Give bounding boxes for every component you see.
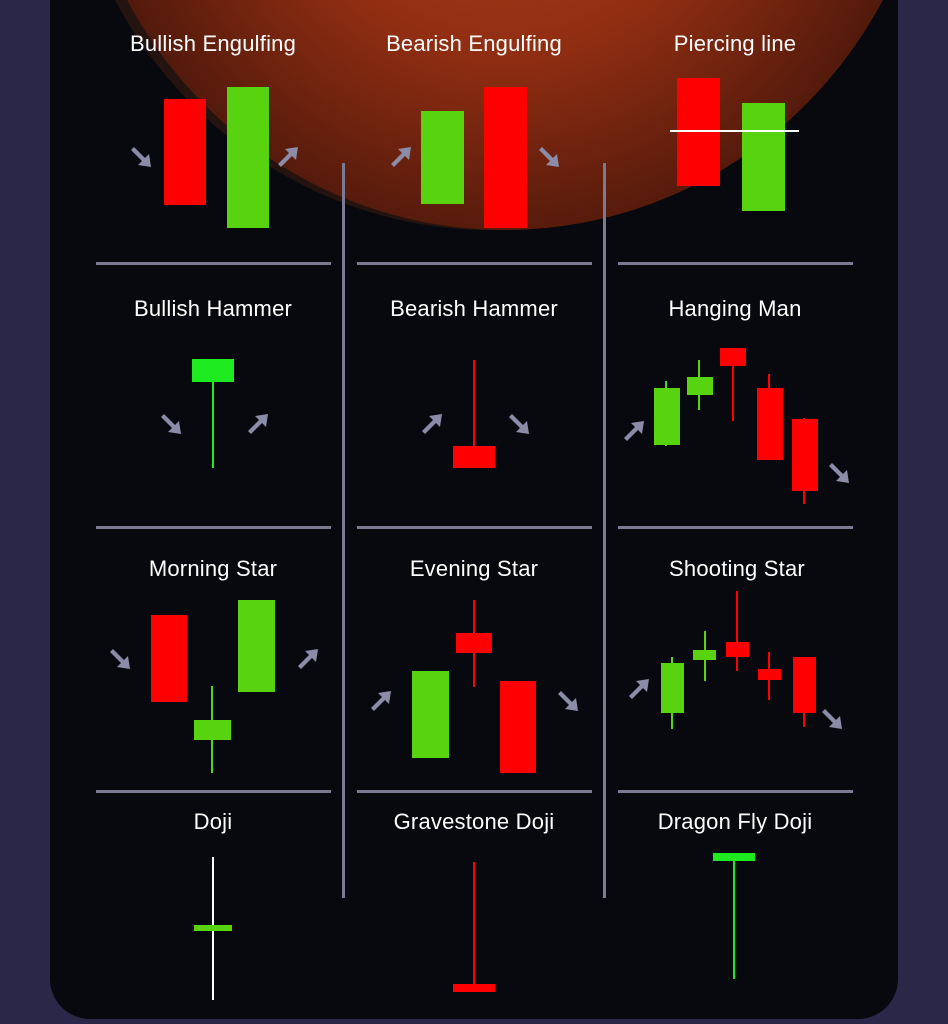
diagram-shooting-star [629,591,842,729]
divider-row1-col2 [357,262,592,265]
candle-bull [654,388,680,445]
diagram-hanging-man [624,348,849,504]
title-bullish-hammer: Bullish Hammer [133,296,293,321]
candle-bear [500,681,536,773]
candle-bear [757,388,783,460]
candle-bull [693,650,716,660]
arrow-up-icon [248,414,268,434]
divider-row3-col3 [618,790,853,793]
divider-row2-col1 [96,526,331,529]
candle-bull [412,671,449,758]
title-bearish-engulfing: Bearish Engulfing [386,31,562,56]
arrow-up-icon [278,147,298,167]
diagram-bullish-hammer [161,359,268,468]
arrow-down-icon [558,691,578,711]
candle-bear [793,657,816,713]
title-piercing-line: Piercing line [673,31,797,56]
diagram-evening-star [371,600,578,773]
divider-row2-col3 [618,526,853,529]
title-bearish-hammer: Bearish Hammer [390,296,558,321]
arrow-down-icon [161,414,181,434]
candle-bear [484,87,527,228]
candle-bear [758,669,781,680]
arrow-down-icon [131,147,151,167]
diagram-piercing-line [670,78,799,211]
arrow-down-icon [110,649,130,669]
candle-bull [687,377,713,395]
candle-body [194,925,232,931]
candle-bull [742,103,785,211]
diagram-bearish-engulfing [391,87,559,228]
title-doji: Doji [193,809,233,834]
arrow-down-icon [829,463,849,483]
candle-bear [164,99,206,205]
candle-bear [453,446,495,468]
candle-bull [421,111,464,204]
diagram-doji [194,857,232,1000]
arrow-down-icon [822,709,842,729]
title-hanging-man: Hanging Man [668,296,802,321]
diagram-morning-star [110,600,318,773]
arrow-up-icon [422,414,442,434]
title-morning-star: Morning Star [148,556,278,581]
arrow-up-icon [624,421,644,441]
title-shooting-star: Shooting Star [669,556,805,581]
candle-bear [720,348,746,366]
diagram-bullish-engulfing [131,87,298,228]
divider-row2-col2 [357,526,592,529]
title-bullish-engulfing: Bullish Engulfing [129,31,297,56]
title-evening-star: Evening Star [409,556,539,581]
candle-body [453,984,495,992]
candle-bear [456,633,492,653]
diagram-gravestone-doji [453,862,495,992]
candle-bear [151,615,187,702]
title-gravestone-doji: Gravestone Doji [393,809,555,834]
candle-bear [792,419,818,491]
title-dragon-fly-doji: Dragon Fly Doji [657,809,813,834]
divider-row1-col3 [618,262,853,265]
arrow-up-icon [298,649,318,669]
candle-bear [726,642,749,657]
arrow-up-icon [391,147,411,167]
divider-row3-col2 [357,790,592,793]
divider-vertical-2 [603,163,606,898]
diagram-bearish-hammer [422,360,529,468]
arrow-down-icon [539,147,559,167]
candle-bull [661,663,684,713]
divider-vertical-1 [342,163,345,898]
arrow-up-icon [371,691,391,711]
candle-bull [194,720,231,740]
candle-bull [227,87,269,228]
divider-row3-col1 [96,790,331,793]
candle-body [713,853,755,861]
diagram-dragon-fly-doji [713,853,755,979]
arrow-up-icon [629,679,649,699]
candle-bull [238,600,275,692]
arrow-down-icon [509,414,529,434]
divider-row1-col1 [96,262,331,265]
candle-bull [192,359,234,382]
